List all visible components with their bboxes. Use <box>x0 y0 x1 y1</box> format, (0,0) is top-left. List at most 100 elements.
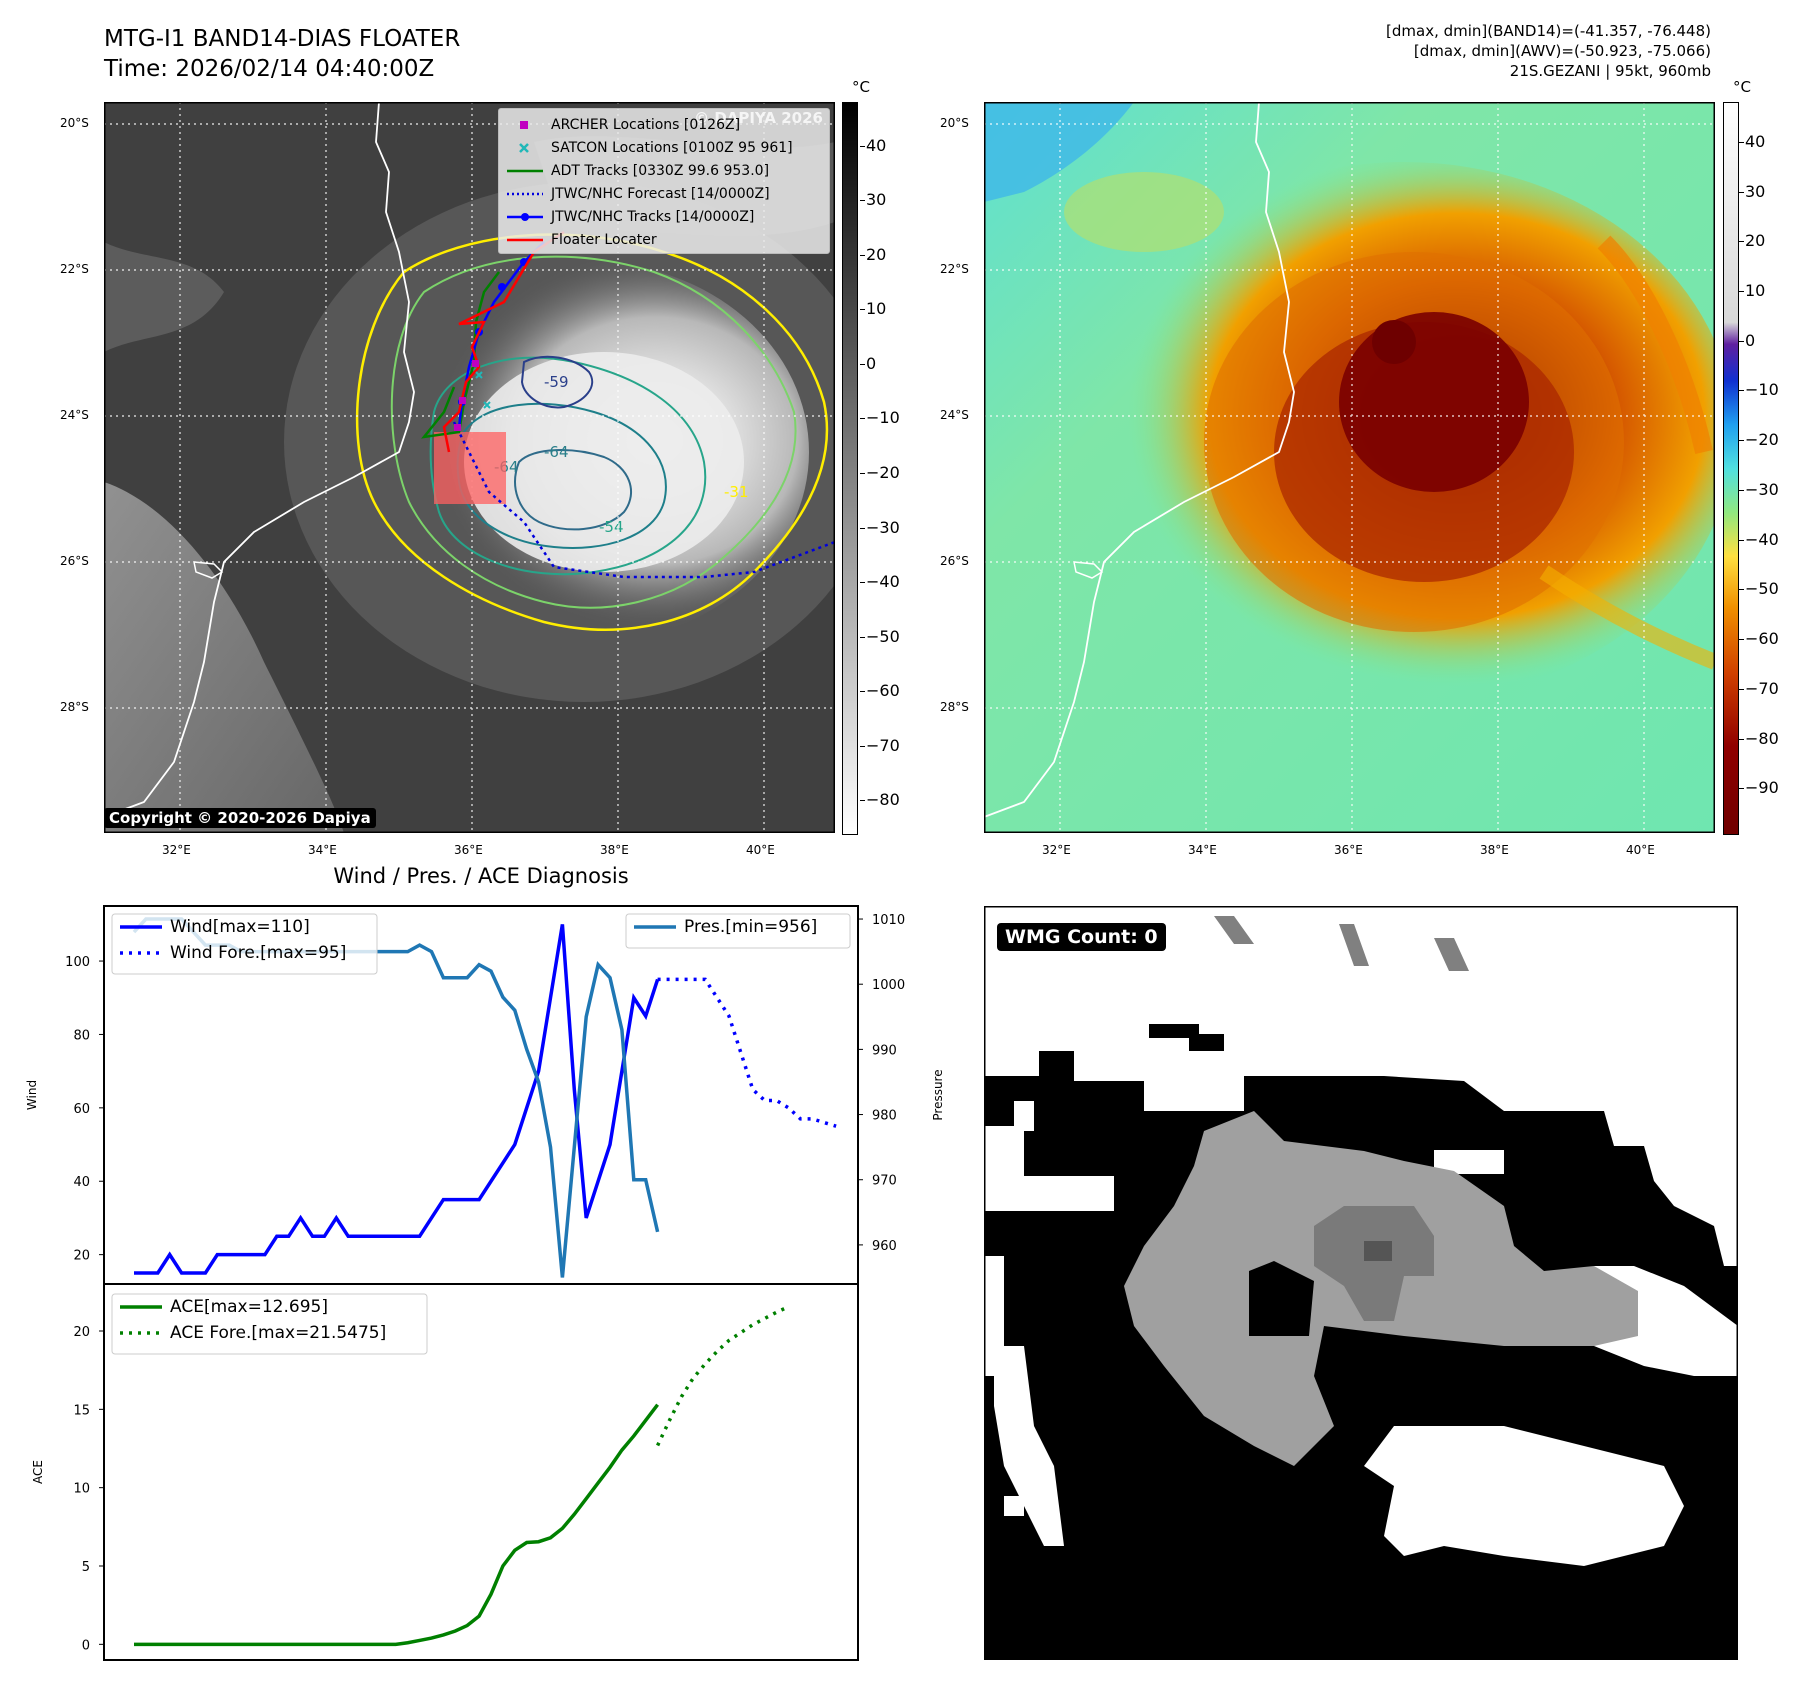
legend-swatch <box>507 238 543 242</box>
legend-entry: ARCHER Locations [0126Z] <box>505 115 740 135</box>
legend-entry: JTWC/NHC Tracks [14/0000Z] <box>505 207 754 227</box>
info-line2: [dmax, dmin](AWV)=(-50.923, -75.066) <box>1413 42 1711 60</box>
info-line3: 21S.GEZANI | 95kt, 960mb <box>1509 62 1711 80</box>
lon-label: 32°E <box>1042 843 1071 857</box>
colorbar-tick: 0 <box>866 353 877 373</box>
colorbar-tick-mark <box>1739 340 1744 342</box>
colorbar-tick: −60 <box>866 681 900 701</box>
colorbar-tick: 0 <box>1745 330 1756 350</box>
info-line1: [dmax, dmin](BAND14)=(-41.357, -76.448) <box>1386 22 1711 40</box>
colorbar-tick-mark <box>1739 539 1744 541</box>
series-line <box>134 1403 659 1647</box>
colorbar-tick-mark <box>860 200 865 202</box>
y2-tick-label: 980 <box>872 1109 897 1124</box>
plot-title-line2: Time: 2026/02/14 04:40:00Z <box>104 56 435 82</box>
y2-tick-label: 1010 <box>872 913 905 928</box>
y-tick-label: 15 <box>73 1403 90 1418</box>
pressure-legend <box>625 913 851 949</box>
wmg-panel <box>984 906 1738 1660</box>
lon-label: 36°E <box>454 843 483 857</box>
lat-label: 28°S <box>60 700 89 714</box>
legend-label: Floater Locater <box>551 232 657 248</box>
y-tick-label: 40 <box>73 1175 90 1190</box>
colorbar-tick: −80 <box>866 790 900 810</box>
legend-swatch <box>507 213 543 221</box>
ace-panel-frame <box>103 1283 859 1661</box>
colorbar-tick: −10 <box>866 408 900 428</box>
colorbar-tick: −20 <box>1745 430 1779 450</box>
legend-label: Wind Fore.[max=95] <box>170 943 346 963</box>
copyright-label: Copyright © 2020-2026 Dapiya <box>104 808 376 828</box>
colorbar-tick-mark <box>1739 788 1744 790</box>
lon-label: 34°E <box>308 843 337 857</box>
awv-colorbar <box>1723 102 1739 835</box>
lat-label: 20°S <box>940 116 969 130</box>
colorbar-tick-mark <box>1739 191 1744 193</box>
colorbar-tick: −70 <box>866 735 900 755</box>
colorbar-tick-mark <box>1739 589 1744 591</box>
colorbar-tick: −30 <box>866 517 900 537</box>
y2-tick-label: 990 <box>872 1043 897 1058</box>
colorbar-tick: 30 <box>1745 181 1766 201</box>
colorbar-tick-mark <box>1739 290 1744 292</box>
colorbar-tick: −70 <box>1745 678 1779 698</box>
y-tick-label: 100 <box>65 955 90 970</box>
lat-label: 22°S <box>940 262 969 276</box>
colorbar-tick-mark <box>1739 141 1744 143</box>
wmg-count-label: WMG Count: 0 <box>997 923 1166 951</box>
y2-tick-label: 960 <box>872 1239 897 1254</box>
colorbar-tick-mark <box>860 309 865 311</box>
colorbar-tick-mark <box>1739 440 1744 442</box>
colorbar-tick: −40 <box>866 572 900 592</box>
colorbar-tick-mark <box>1739 390 1744 392</box>
colorbar-tick: 40 <box>866 135 887 155</box>
lat-label: 22°S <box>60 262 89 276</box>
y-tick-label: 20 <box>73 1325 90 1340</box>
lon-label: 32°E <box>162 843 191 857</box>
awv-colorbar-unit: °C <box>1733 78 1751 96</box>
legend-label: Wind[max=110] <box>170 917 310 937</box>
colorbar-tick-mark <box>860 636 865 638</box>
colorbar-tick-mark <box>860 254 865 256</box>
lon-label: 40°E <box>1626 843 1655 857</box>
plot-title-line1: MTG-I1 BAND14-DIAS FLOATER <box>104 26 461 52</box>
legend-swatch <box>520 121 528 129</box>
y2-tick-label: 1000 <box>872 978 905 993</box>
colorbar-tick-mark <box>860 363 865 365</box>
legend-swatch <box>507 169 543 173</box>
legend-label: JTWC/NHC Tracks [14/0000Z] <box>551 209 755 225</box>
lat-label: 26°S <box>940 554 969 568</box>
y-axis-label: ACE <box>31 1460 45 1484</box>
colorbar-tick: −20 <box>866 462 900 482</box>
legend-entry: JTWC/NHC Forecast [14/0000Z] <box>505 184 770 204</box>
lat-label: 28°S <box>940 700 969 714</box>
colorbar-tick-mark <box>860 472 865 474</box>
colorbar-tick-mark <box>860 527 865 529</box>
map-legend: © DAPIYA 2026 ARCHER Locations [0126Z] SA… <box>498 108 830 254</box>
colorbar-tick: −90 <box>1745 778 1779 798</box>
colorbar-tick-mark <box>860 800 865 802</box>
awv-satellite-map <box>984 102 1715 833</box>
series-line <box>134 924 660 1275</box>
contour-label: -31 <box>724 483 749 501</box>
y2-tick-label: 970 <box>872 1174 897 1189</box>
colorbar-tick-mark <box>860 145 865 147</box>
colorbar-tick-mark <box>1739 639 1744 641</box>
colorbar-tick: −30 <box>1745 479 1779 499</box>
colorbar-tick: −80 <box>1745 728 1779 748</box>
legend-entry: SATCON Locations [0100Z 95 961] <box>505 138 793 158</box>
y-tick-label: 20 <box>73 1249 90 1264</box>
legend-label: ARCHER Locations [0126Z] <box>551 117 741 133</box>
series-line <box>657 977 837 1128</box>
legend-entry: Floater Locater <box>505 230 657 250</box>
lon-label: 40°E <box>746 843 775 857</box>
colorbar-tick: −40 <box>1745 529 1779 549</box>
ir-colorbar <box>842 102 858 835</box>
legend-label: SATCON Locations [0100Z 95 961] <box>551 140 793 156</box>
diagnosis-title: Wind / Pres. / ACE Diagnosis <box>333 864 629 888</box>
colorbar-tick: −10 <box>1745 380 1779 400</box>
ir-colorbar-unit: °C <box>852 78 870 96</box>
lon-label: 34°E <box>1188 843 1217 857</box>
y-tick-label: 10 <box>73 1482 90 1497</box>
